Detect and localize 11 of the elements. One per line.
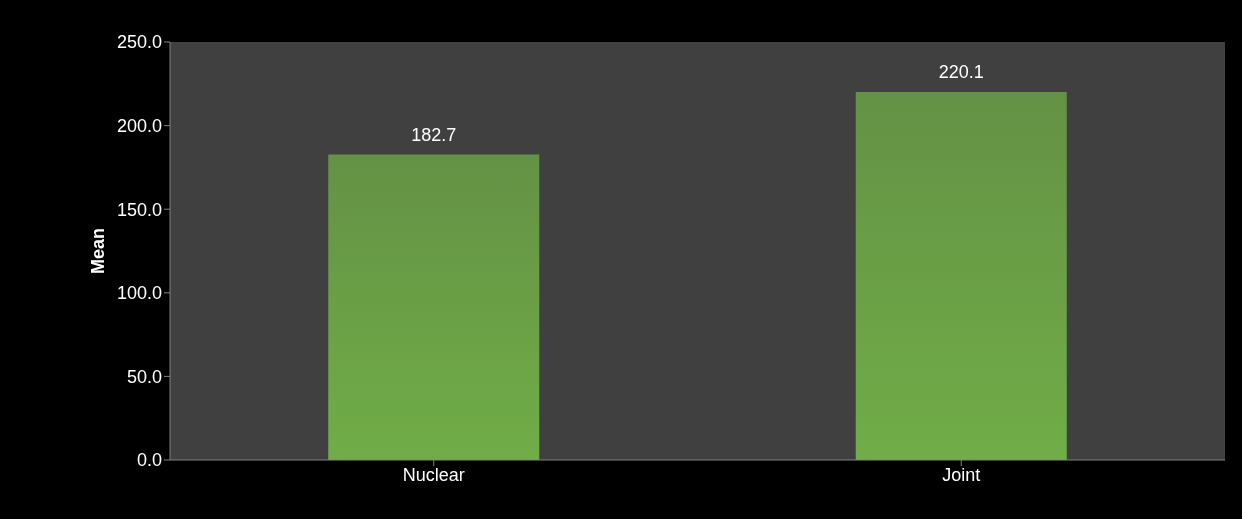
x-tick-label: Joint bbox=[942, 464, 981, 485]
x-tick-label: Nuclear bbox=[402, 464, 465, 485]
y-tick-label: 50.0 bbox=[126, 366, 162, 387]
data-label: 182.7 bbox=[411, 124, 457, 145]
y-tick-label: 0.0 bbox=[136, 450, 162, 471]
y-tick-label: 100.0 bbox=[116, 283, 162, 304]
y-tick-label: 150.0 bbox=[116, 199, 162, 220]
y-axis-title: Mean bbox=[88, 227, 109, 275]
y-tick-label: 250.0 bbox=[116, 32, 162, 53]
data-label: 220.1 bbox=[938, 61, 984, 82]
y-tick-label: 200.0 bbox=[116, 115, 162, 136]
